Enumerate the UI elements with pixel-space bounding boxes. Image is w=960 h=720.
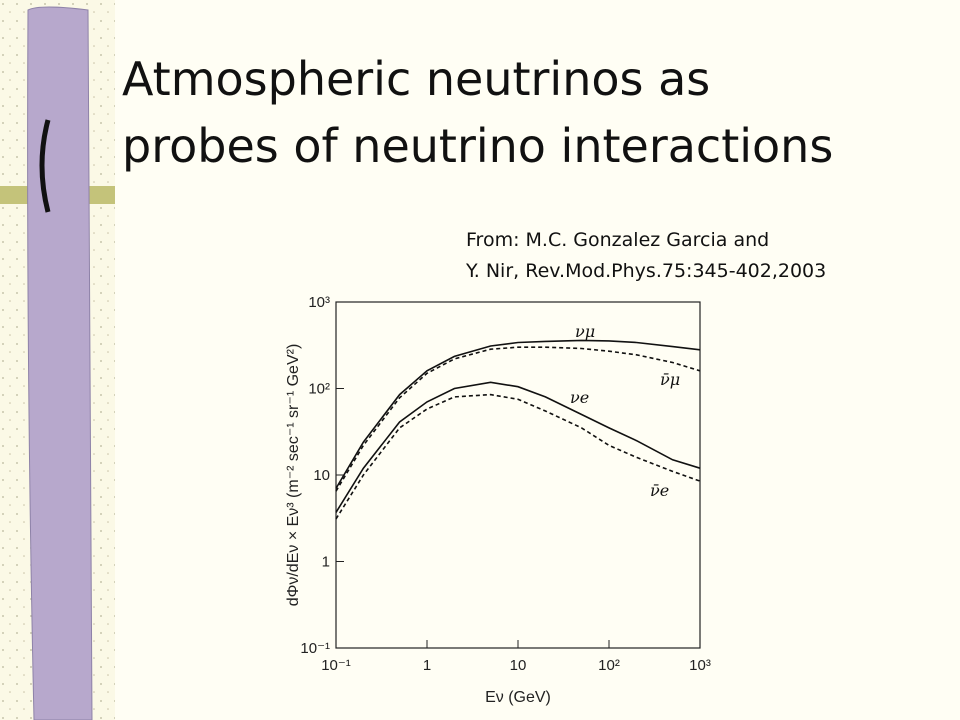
x-tick-label: 1 — [423, 657, 431, 674]
series-line — [335, 346, 701, 492]
series-line — [335, 339, 701, 489]
title-line: Atmospheric neutrinos as — [122, 52, 710, 106]
x-axis-label: Eν (GeV) — [485, 689, 551, 706]
title-line: probes of neutrino interactions — [122, 119, 833, 173]
y-tick-label: 10² — [308, 381, 330, 398]
series-label: νμ — [575, 322, 595, 341]
x-tick-label: 10³ — [689, 657, 711, 674]
y-tick-label: 10⁻¹ — [300, 640, 330, 657]
y-tick-label: 10³ — [308, 294, 330, 311]
series-label: νe — [570, 388, 589, 407]
purple-band — [27, 6, 93, 720]
y-tick-label: 1 — [322, 554, 330, 571]
y-axis-label: dΦν/dEν × Eν³ (m⁻² sec⁻¹ sr⁻¹ GeV²) — [285, 344, 302, 607]
x-tick-label: 10² — [598, 657, 620, 674]
bracket — [39, 119, 51, 213]
series-line — [335, 393, 701, 520]
series-label: ν̄μ — [660, 370, 680, 389]
series-line — [335, 381, 701, 513]
y-tick-label: 10 — [313, 467, 330, 484]
plot-frame — [335, 301, 701, 649]
x-tick-label: 10 — [510, 657, 527, 674]
source-line: Y. Nir, Rev.Mod.Phys.75:345-402,2003 — [465, 260, 826, 282]
source-line: From: M.C. Gonzalez Garcia and — [466, 229, 769, 251]
series-label: ν̄e — [650, 481, 669, 500]
x-tick-label: 10⁻¹ — [321, 657, 351, 674]
